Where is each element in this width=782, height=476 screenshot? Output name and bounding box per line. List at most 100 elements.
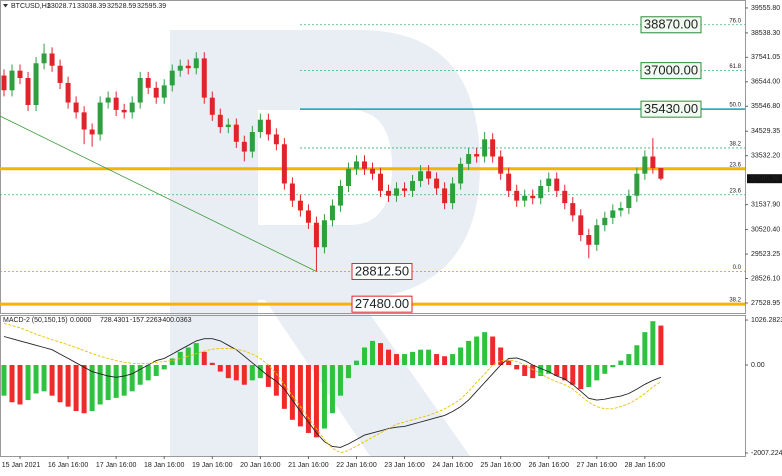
candle-body	[634, 173, 640, 196]
histogram-bar	[570, 365, 576, 385]
candle-body	[185, 65, 191, 69]
y-tick-label: -2007.2245	[751, 450, 782, 457]
candle-body	[434, 178, 440, 189]
candle-body	[129, 102, 135, 113]
candle-body	[257, 119, 263, 132]
x-tick-label: 17 Jan 16:00	[96, 462, 137, 469]
price-box-label: 28812.50	[355, 263, 409, 278]
histogram-bar	[1, 365, 7, 396]
header-value: 0.0000	[70, 317, 92, 324]
histogram-bar	[434, 354, 440, 366]
candle-body	[570, 203, 576, 216]
candle-body	[337, 185, 343, 206]
y-tick-label: 33532.20	[751, 153, 780, 160]
price-box	[640, 62, 702, 80]
histogram-bar	[289, 365, 295, 420]
histogram-bar	[97, 365, 103, 405]
candle-body	[113, 97, 119, 110]
y-tick-label: 28526.10	[751, 275, 780, 282]
histogram-bar	[426, 349, 432, 366]
histogram-bar	[209, 362, 215, 366]
candle-body	[642, 156, 648, 174]
fib-label: 76.0	[729, 18, 741, 24]
candle-body	[650, 156, 656, 169]
histogram-bar	[610, 365, 616, 368]
y-tick-label: 39555.80	[751, 5, 780, 12]
candle-body	[97, 102, 103, 135]
price-box-label: 35430.00	[644, 101, 698, 116]
histogram-bar	[482, 332, 488, 366]
histogram-bar	[345, 365, 351, 379]
candle-body	[81, 112, 87, 130]
histogram-bar	[578, 365, 584, 390]
histogram-bar	[145, 365, 151, 381]
candle-body	[73, 102, 79, 113]
histogram-bar	[297, 365, 303, 427]
candle-body	[193, 58, 199, 69]
candle-body	[105, 97, 111, 103]
y-tick-label: 38538.30	[751, 30, 780, 37]
candle-body	[370, 168, 375, 174]
histogram-bar	[241, 365, 247, 385]
histogram-bar	[233, 365, 239, 381]
candle-body	[241, 141, 247, 152]
candle-body	[594, 225, 600, 245]
candle-body	[65, 82, 71, 103]
candle-body	[25, 78, 31, 105]
histogram-bar	[650, 321, 656, 366]
histogram-bar	[562, 365, 568, 381]
current-price-marker	[747, 174, 782, 184]
candle-body	[626, 195, 632, 209]
histogram-bar	[137, 365, 143, 385]
histogram-bar	[257, 365, 263, 379]
y-tick-label: 27528.95	[751, 300, 780, 307]
y-tick-label: 1026.2823	[751, 317, 782, 324]
price-box	[640, 100, 702, 118]
collapse-icon[interactable]	[3, 4, 8, 8]
price-box-label: 38870.00	[644, 17, 698, 32]
histogram-bar	[370, 340, 375, 366]
x-tick-label: 21 Jan 16:00	[288, 462, 329, 469]
candle-body	[137, 78, 143, 103]
y-tick-label: 0.00	[751, 362, 765, 369]
y-tick-label: 37541.05	[751, 54, 780, 61]
candle-body	[554, 178, 560, 191]
histogram-bar	[169, 358, 175, 366]
histogram-bar	[586, 365, 592, 387]
header-value: 33038.39	[77, 3, 106, 10]
histogram-bar	[177, 351, 183, 366]
histogram-bar	[450, 354, 456, 366]
fib-label: 50.0	[729, 103, 741, 109]
candle-body	[490, 139, 496, 157]
fib-label: 23.6	[729, 188, 741, 194]
histogram-bar	[17, 365, 23, 405]
histogram-bar	[642, 332, 648, 366]
x-tick-label: 18 Jan 16:00	[144, 462, 185, 469]
histogram-bar	[49, 365, 55, 396]
price-box-label: 37000.00	[644, 63, 698, 78]
histogram-bar	[121, 365, 127, 396]
candle-body	[450, 183, 456, 204]
histogram-bar	[418, 349, 424, 366]
histogram-bar	[498, 347, 504, 366]
candle-body	[57, 65, 63, 83]
fib-label: 61.8	[729, 64, 741, 70]
histogram-bar	[65, 365, 71, 407]
fib-label: 38.2	[729, 298, 741, 304]
candle-body	[289, 183, 295, 201]
candle-body	[386, 190, 392, 196]
candle-body	[514, 190, 520, 201]
price-box	[640, 16, 702, 34]
histogram-bar	[410, 351, 416, 366]
candle-body	[9, 70, 15, 91]
histogram-bar	[217, 365, 223, 372]
histogram-bar	[402, 354, 408, 366]
histogram-bar	[554, 365, 560, 376]
histogram-bar	[73, 365, 79, 412]
histogram-bar	[490, 336, 496, 366]
histogram-bar	[378, 343, 384, 366]
histogram-bar	[33, 365, 39, 394]
histogram-bar	[522, 365, 528, 376]
candle-body	[402, 188, 408, 191]
